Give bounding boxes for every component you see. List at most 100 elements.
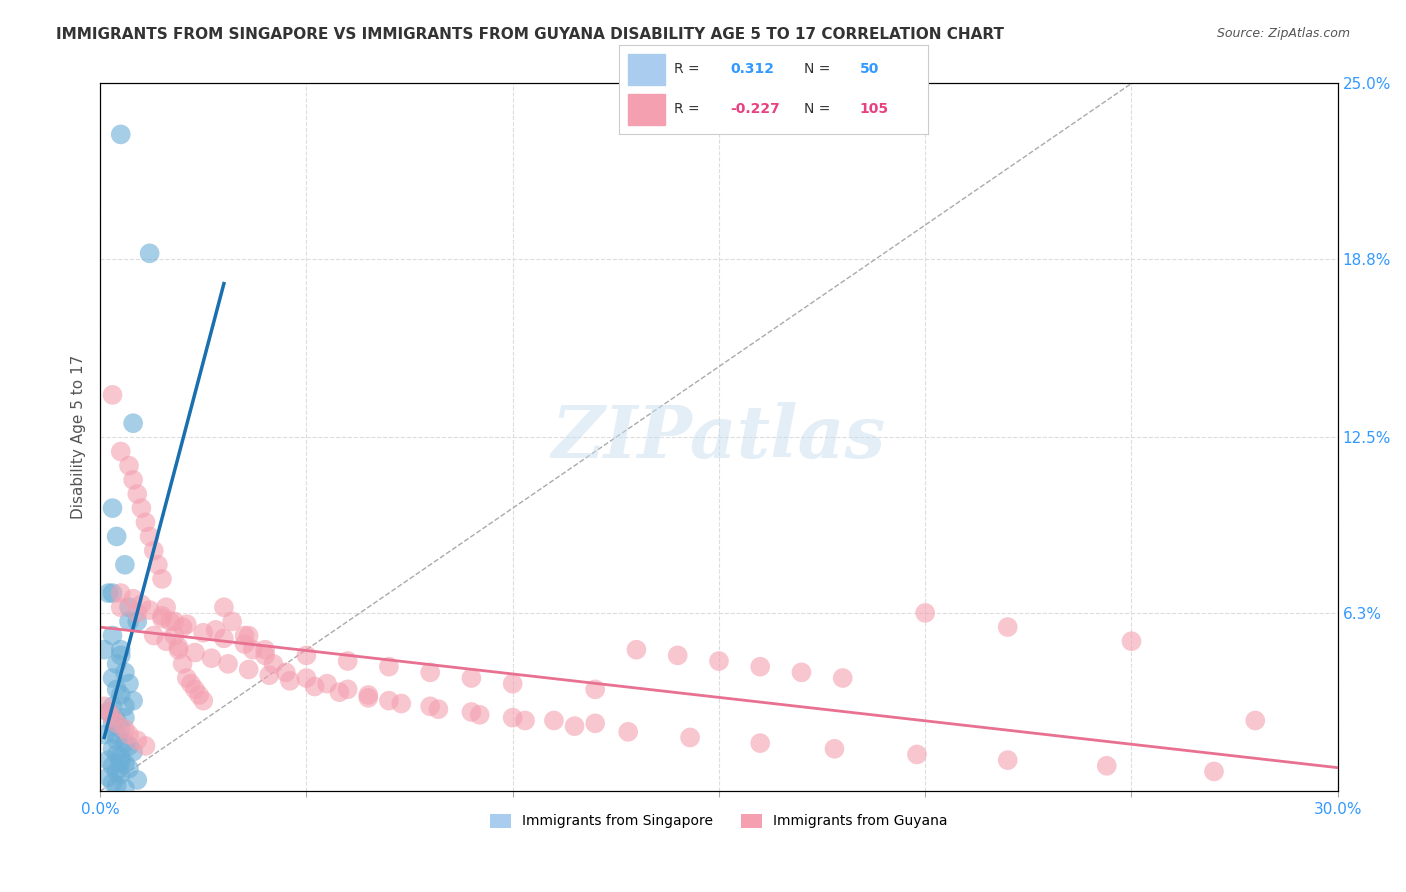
Point: [278, 673, 301, 688]
Point: [193, 693, 215, 707]
Point: [105, 728, 128, 742]
Point: [105, 714, 128, 728]
Point: [1121, 634, 1143, 648]
Point: [114, 756, 136, 770]
Point: [110, 722, 132, 736]
Point: [502, 676, 524, 690]
Point: [101, 586, 124, 600]
Point: [159, 615, 181, 629]
Point: [188, 688, 211, 702]
Point: [180, 676, 202, 690]
Point: [254, 648, 277, 663]
Point: [110, 642, 132, 657]
Point: [184, 646, 207, 660]
Point: [357, 688, 380, 702]
Point: [138, 529, 160, 543]
Point: [626, 642, 648, 657]
Point: [101, 671, 124, 685]
Point: [427, 702, 450, 716]
Point: [336, 682, 359, 697]
Point: [101, 628, 124, 642]
Point: [138, 603, 160, 617]
Point: [997, 753, 1019, 767]
Point: [131, 598, 153, 612]
Point: [468, 707, 491, 722]
Y-axis label: Disability Age 5 to 17: Disability Age 5 to 17: [72, 355, 86, 519]
Point: [155, 634, 177, 648]
Point: [97, 705, 120, 719]
Point: [217, 657, 239, 671]
Point: [114, 711, 136, 725]
Point: [1202, 764, 1225, 779]
Text: Source: ZipAtlas.com: Source: ZipAtlas.com: [1216, 27, 1350, 40]
Point: [93, 728, 115, 742]
Point: [749, 659, 772, 673]
Point: [914, 606, 936, 620]
Point: [163, 615, 186, 629]
Point: [1095, 759, 1118, 773]
Point: [150, 611, 173, 625]
Point: [101, 759, 124, 773]
Point: [167, 640, 190, 654]
Point: [110, 648, 132, 663]
Point: [378, 693, 401, 707]
Point: [134, 516, 156, 530]
Point: [122, 416, 145, 430]
Point: [617, 724, 640, 739]
Point: [97, 705, 120, 719]
Point: [176, 617, 198, 632]
Point: [1244, 714, 1267, 728]
Point: [204, 623, 226, 637]
Point: [460, 705, 482, 719]
Point: [101, 711, 124, 725]
Point: [110, 444, 132, 458]
Point: [105, 764, 128, 779]
Point: [679, 731, 702, 745]
Text: R =: R =: [675, 102, 704, 116]
Point: [127, 615, 149, 629]
Point: [212, 632, 235, 646]
Text: N =: N =: [804, 62, 835, 76]
Point: [707, 654, 730, 668]
Point: [97, 753, 120, 767]
Point: [93, 699, 115, 714]
Point: [110, 750, 132, 764]
Point: [122, 591, 145, 606]
Text: R =: R =: [675, 62, 704, 76]
Point: [114, 699, 136, 714]
Text: N =: N =: [804, 102, 835, 116]
Point: [105, 682, 128, 697]
Point: [295, 648, 318, 663]
Point: [93, 642, 115, 657]
Point: [749, 736, 772, 750]
Point: [460, 671, 482, 685]
Text: -0.227: -0.227: [730, 102, 780, 116]
Point: [193, 625, 215, 640]
Point: [316, 676, 339, 690]
Point: [823, 741, 845, 756]
Point: [105, 657, 128, 671]
Point: [122, 745, 145, 759]
Point: [997, 620, 1019, 634]
Point: [184, 682, 207, 697]
Point: [831, 671, 853, 685]
Point: [97, 770, 120, 784]
Point: [114, 665, 136, 680]
Point: [212, 600, 235, 615]
Point: [110, 128, 132, 142]
Text: 105: 105: [860, 102, 889, 116]
Point: [101, 388, 124, 402]
Point: [233, 637, 256, 651]
Point: [134, 739, 156, 753]
Point: [101, 776, 124, 790]
Point: [138, 246, 160, 260]
Point: [295, 671, 318, 685]
Point: [105, 716, 128, 731]
Point: [666, 648, 689, 663]
Point: [304, 680, 326, 694]
Point: [150, 572, 173, 586]
Text: 50: 50: [860, 62, 879, 76]
Point: [118, 600, 141, 615]
Point: [105, 747, 128, 762]
Point: [114, 722, 136, 736]
